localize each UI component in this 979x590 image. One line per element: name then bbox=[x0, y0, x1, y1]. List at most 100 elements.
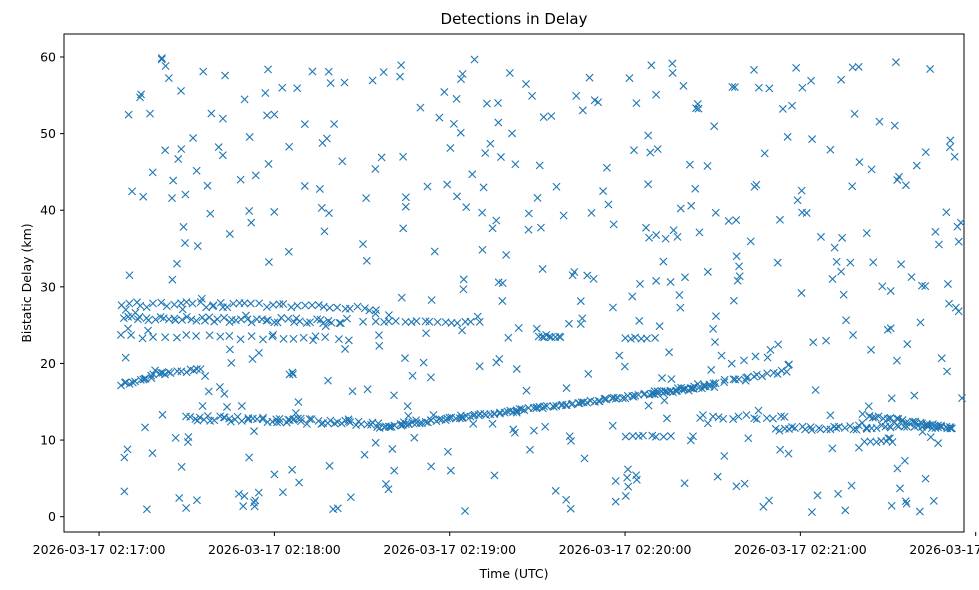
data-point bbox=[223, 402, 231, 411]
data-point bbox=[535, 161, 544, 170]
data-point bbox=[345, 304, 354, 313]
data-point bbox=[562, 384, 571, 393]
data-point bbox=[237, 401, 246, 410]
data-point bbox=[650, 387, 659, 396]
data-point bbox=[218, 151, 227, 160]
data-point bbox=[254, 348, 263, 357]
data-point bbox=[680, 479, 689, 488]
data-point bbox=[496, 153, 505, 162]
y-tick-label: 50 bbox=[40, 126, 56, 141]
data-point bbox=[334, 335, 343, 344]
data-point bbox=[797, 186, 806, 195]
data-point bbox=[316, 315, 325, 324]
data-point bbox=[371, 165, 380, 174]
data-point bbox=[896, 484, 905, 493]
data-point bbox=[624, 482, 633, 491]
data-point bbox=[161, 146, 170, 155]
data-point bbox=[148, 168, 157, 177]
data-point bbox=[946, 424, 955, 433]
data-point bbox=[584, 369, 593, 378]
data-point bbox=[179, 222, 188, 231]
data-point bbox=[816, 425, 825, 434]
data-point bbox=[182, 312, 191, 321]
data-point bbox=[740, 356, 748, 365]
data-point bbox=[943, 367, 952, 376]
data-point bbox=[666, 432, 675, 441]
data-point bbox=[608, 303, 617, 312]
data-point bbox=[285, 142, 294, 151]
x-tick-label: 2026-03-17 02:21:00 bbox=[734, 542, 867, 557]
data-point bbox=[943, 279, 952, 288]
data-point bbox=[486, 139, 495, 148]
data-point bbox=[549, 402, 558, 411]
data-point bbox=[289, 334, 298, 343]
data-point bbox=[826, 411, 835, 420]
data-point bbox=[416, 103, 425, 112]
data-point bbox=[635, 316, 644, 325]
data-point bbox=[652, 90, 661, 99]
data-point bbox=[599, 187, 608, 196]
data-point bbox=[397, 293, 406, 302]
data-point bbox=[520, 406, 529, 415]
data-point bbox=[475, 317, 484, 326]
data-point bbox=[311, 332, 320, 341]
data-point bbox=[430, 247, 439, 256]
data-point bbox=[763, 353, 772, 362]
data-point bbox=[322, 134, 331, 143]
y-tick-label: 60 bbox=[40, 49, 56, 64]
data-point bbox=[264, 159, 273, 168]
data-point bbox=[536, 223, 545, 232]
data-point bbox=[711, 208, 720, 217]
data-point bbox=[729, 296, 738, 305]
data-point bbox=[157, 298, 166, 307]
data-point bbox=[838, 233, 847, 242]
data-point bbox=[760, 149, 769, 158]
data-point bbox=[902, 418, 911, 427]
data-point bbox=[910, 391, 919, 400]
data-point bbox=[780, 412, 789, 421]
data-point bbox=[540, 402, 549, 411]
data-point bbox=[666, 278, 675, 287]
data-point bbox=[177, 86, 185, 95]
data-point bbox=[590, 96, 599, 105]
data-point bbox=[192, 316, 201, 325]
data-point bbox=[494, 278, 503, 287]
data-point bbox=[763, 369, 772, 378]
data-point bbox=[192, 332, 201, 341]
data-point bbox=[456, 128, 465, 137]
data-point bbox=[673, 232, 682, 241]
data-point bbox=[247, 218, 256, 227]
data-point bbox=[512, 408, 521, 417]
data-point bbox=[397, 61, 406, 70]
data-point bbox=[492, 216, 501, 225]
data-point bbox=[399, 224, 408, 233]
data-point bbox=[440, 88, 449, 97]
data-point bbox=[559, 211, 568, 220]
data-point bbox=[326, 79, 335, 88]
data-point bbox=[921, 474, 930, 483]
data-point bbox=[629, 146, 638, 155]
data-point bbox=[400, 354, 409, 363]
data-point bbox=[192, 496, 201, 505]
data-point bbox=[277, 313, 286, 322]
data-point bbox=[533, 193, 542, 202]
data-point bbox=[184, 433, 193, 442]
data-point bbox=[231, 316, 240, 325]
data-point bbox=[742, 411, 751, 419]
data-point bbox=[371, 438, 380, 447]
data-point bbox=[360, 450, 369, 459]
data-point bbox=[618, 394, 627, 403]
data-point bbox=[667, 375, 676, 384]
data-point bbox=[263, 111, 272, 120]
data-point bbox=[247, 318, 256, 327]
data-point bbox=[151, 366, 160, 375]
data-point bbox=[229, 299, 238, 308]
data-point bbox=[288, 368, 297, 377]
data-point bbox=[199, 67, 208, 76]
data-point bbox=[921, 282, 930, 291]
data-point bbox=[498, 297, 507, 306]
data-point bbox=[849, 425, 858, 434]
data-point bbox=[275, 300, 284, 309]
data-point bbox=[703, 162, 712, 170]
